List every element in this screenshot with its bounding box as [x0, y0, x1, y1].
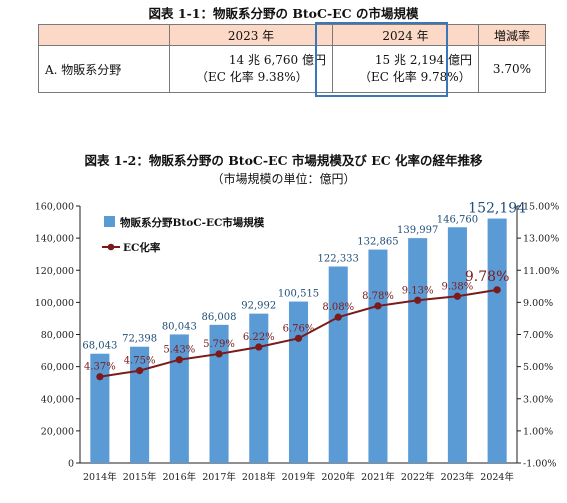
bar — [328, 266, 348, 463]
header-2023: 2023 年 — [169, 24, 333, 46]
ec-rate-point — [374, 302, 382, 310]
left-tick-label: 100,000 — [35, 298, 74, 309]
bar-value-label: 152,194 — [468, 201, 526, 217]
bar — [130, 346, 150, 463]
amount-2024: 15 兆 2,194 億円 — [374, 53, 472, 67]
bar-value-label: 92,992 — [241, 301, 276, 312]
bar — [288, 301, 309, 463]
bar-value-label: 72,398 — [122, 334, 157, 345]
x-tick-label: 2015年 — [123, 471, 157, 483]
bar-value-label: 86,008 — [202, 312, 237, 323]
left-tick-label: 160,000 — [35, 202, 74, 213]
chart-subtitle: （市場規模の単位：億円） — [211, 172, 356, 186]
legend-bar-label: 物販系分野BtoC-EC市場規模 — [120, 216, 265, 229]
ec-rate-point — [294, 334, 303, 342]
left-tick-label: 120,000 — [35, 266, 74, 277]
x-tick-label: 2024年 — [480, 471, 514, 483]
ec-rate-label: 4.37% — [84, 362, 116, 373]
ec-rate-label: 6.76% — [283, 323, 315, 334]
ec-rate-label: 6.22% — [243, 332, 275, 343]
market-chart: 0 20,000 40,000 60,000 80,000 100,000 120,000 1… — [35, 201, 560, 483]
table-row: A. 物販系分野 14 兆 6,760 億円 （EC 化率 9.38%） 15 … — [38, 45, 546, 93]
x-tick-label: 2018年 — [242, 471, 276, 483]
bar — [368, 249, 388, 463]
table-title: 図表 1-1：物販系分野の BtoC-EC の市場規模 — [148, 6, 419, 21]
right-tick-label: 15.00% — [523, 202, 559, 213]
bar-value-label: 146,760 — [437, 214, 478, 225]
bar — [447, 227, 467, 463]
left-tick-label: 0 — [68, 459, 74, 470]
ec-rate-label: 4.75% — [124, 356, 156, 367]
bar — [169, 334, 189, 463]
x-tick-label: 2021年 — [361, 471, 395, 483]
left-tick-label: 80,000 — [41, 330, 74, 341]
right-tick-label: 9.00% — [523, 298, 553, 309]
legend-bar-swatch — [104, 216, 115, 227]
right-tick-label: 5.00% — [523, 362, 553, 373]
legend-line-label: EC化率 — [123, 241, 161, 254]
ec-rate-point — [255, 343, 263, 351]
bar-value-label: 139,997 — [397, 225, 438, 236]
ec-rate-label: 9.13% — [402, 285, 434, 296]
header-2024: 2024 年 — [332, 24, 479, 46]
right-tick-label: 3.00% — [523, 394, 553, 405]
ec-rate-point — [493, 286, 501, 294]
left-tick-label: 20,000 — [41, 426, 74, 437]
right-tick-label: 13.00% — [523, 234, 559, 245]
ec-rate-label: 9.78% — [465, 269, 509, 285]
bar-value-label: 68,043 — [82, 341, 117, 352]
header-empty — [38, 24, 170, 46]
ec-rate-label: 5.79% — [203, 339, 235, 350]
ec-rate-point — [175, 356, 183, 364]
bar-value-label: 80,043 — [162, 321, 197, 332]
table-header-row: 2023 年 2024 年 増減率 — [38, 24, 546, 46]
x-tick-label: 2016年 — [162, 471, 196, 483]
x-tick-label: 2022年 — [401, 471, 435, 483]
ec-rate-point — [453, 292, 462, 300]
ec-rate-point — [135, 367, 144, 375]
row-category: A. 物販系分野 — [38, 45, 170, 93]
bar-value-label: 122,333 — [318, 254, 359, 265]
x-tick-label: 2019年 — [282, 471, 316, 483]
header-change: 増減率 — [478, 24, 546, 46]
right-tick-label: 1.00% — [523, 426, 553, 437]
ec-rate-point — [334, 313, 342, 321]
ec-rate-point — [96, 373, 104, 381]
cell-change: 3.70% — [478, 45, 546, 93]
ec-rate-2023: （EC 化率 9.38%） — [196, 70, 308, 84]
bar — [90, 353, 110, 463]
ec-rate-2024: （EC 化率 9.78%） — [359, 70, 471, 84]
chart-title: 図表 1-2：物販系分野の BtoC-EC 市場規模及び EC 化率の経年推移 — [84, 153, 483, 168]
cell-2023: 14 兆 6,760 億円 （EC 化率 9.38%） — [169, 45, 333, 93]
ec-rate-label: 5.43% — [163, 345, 195, 356]
bar — [249, 313, 269, 463]
left-tick-label: 140,000 — [35, 234, 74, 245]
bar — [408, 238, 428, 463]
ec-rate-point — [414, 296, 422, 304]
x-tick-label: 2017年 — [202, 471, 236, 483]
bar — [487, 218, 507, 463]
right-tick-label: 11.00% — [523, 266, 559, 277]
right-tick-label: 7.00% — [523, 330, 553, 341]
bar-value-label: 100,515 — [278, 289, 319, 300]
ec-rate-point — [215, 350, 223, 358]
x-tick-label: 2020年 — [321, 471, 355, 483]
legend-line-marker — [107, 243, 115, 251]
right-tick-label: -1.00% — [523, 459, 556, 470]
left-tick-label: 60,000 — [41, 362, 74, 373]
left-tick-label: 40,000 — [41, 394, 74, 405]
amount-2023: 14 兆 6,760 億円 — [228, 53, 326, 67]
ec-rate-label: 9.38% — [442, 281, 474, 292]
bar-value-label: 132,865 — [357, 237, 398, 248]
x-tick-label: 2014年 — [83, 471, 117, 483]
market-size-table: 2023 年 2024 年 増減率 A. 物販系分野 14 兆 6,760 億円… — [38, 24, 546, 93]
ec-rate-label: 8.78% — [362, 291, 394, 302]
cell-2024: 15 兆 2,194 億円 （EC 化率 9.78%） — [332, 45, 479, 93]
x-tick-label: 2023年 — [441, 471, 475, 483]
bar — [209, 324, 229, 463]
ec-rate-label: 8.08% — [322, 302, 354, 313]
